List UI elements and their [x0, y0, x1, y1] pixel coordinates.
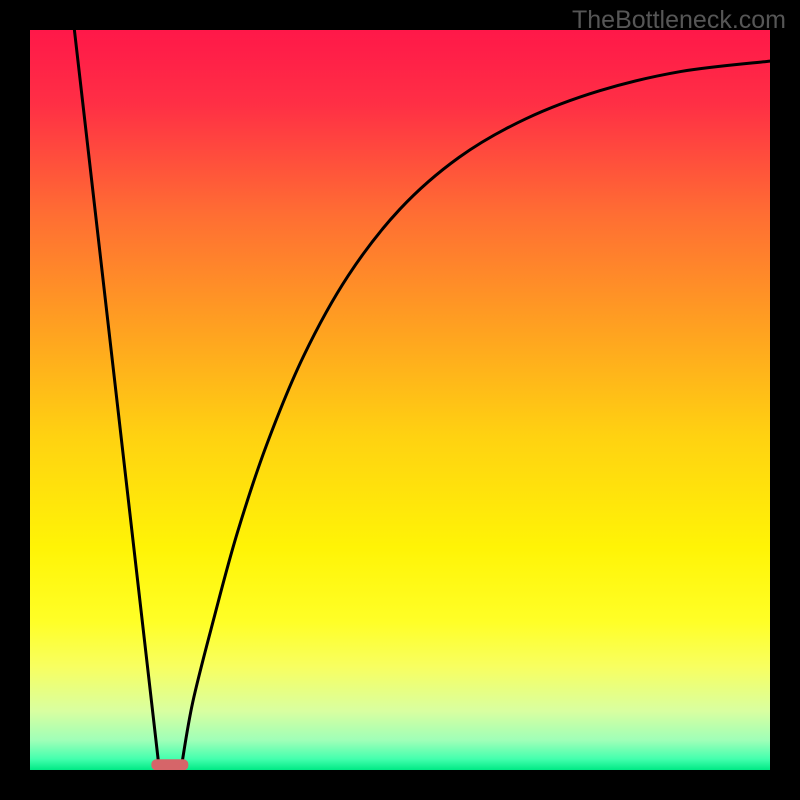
chart-area: [30, 30, 770, 770]
chart-curves: [30, 30, 770, 770]
minimum-marker: [151, 759, 188, 770]
watermark-text: TheBottleneck.com: [572, 6, 786, 35]
rising-curve: [182, 61, 770, 765]
descending-line: [74, 30, 158, 765]
